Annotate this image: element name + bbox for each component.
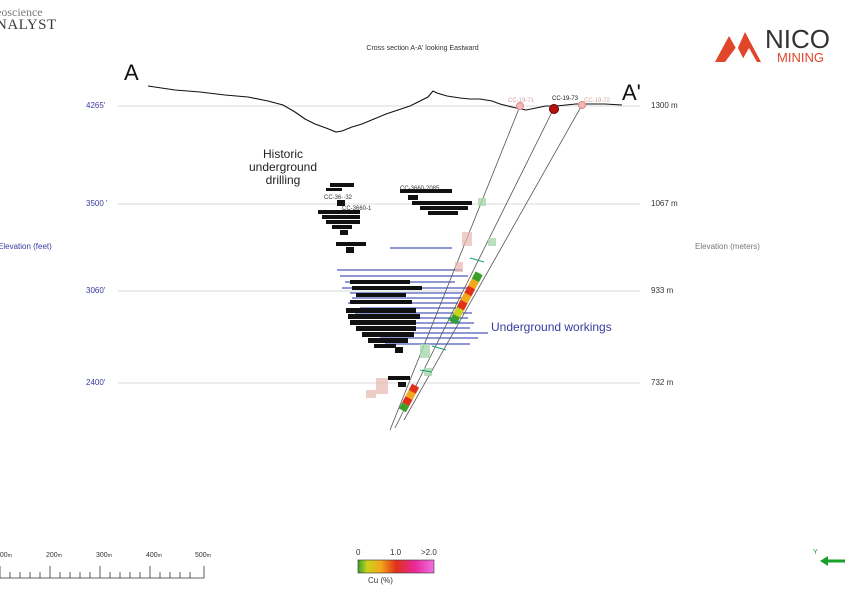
svg-text:CC-36··32: CC-36··32	[324, 195, 353, 201]
cu-legend-tick: 1.0	[390, 548, 402, 557]
logo-text-1: NICO	[765, 24, 830, 54]
cu-legend-tick: >2.0	[421, 548, 437, 557]
elevation-feet-label: 4265'	[86, 101, 106, 110]
elevation-meters-label: 732 m	[651, 378, 674, 387]
logo-text-2: MINING	[777, 50, 824, 65]
collar-cc-19-71	[516, 102, 524, 110]
drillhole-cc-19-72-trace	[403, 104, 583, 421]
assay-intervals	[366, 198, 496, 413]
topography-line	[147, 85, 623, 133]
historic-drillholes	[318, 183, 472, 387]
historic-drilling-annotation: Historic underground drilling	[248, 147, 318, 187]
scale-label: 300m	[96, 552, 112, 559]
nico-mining-logo: NICO MINING	[715, 22, 845, 71]
brand-line-2: NALYST	[0, 17, 57, 33]
elevation-feet-label: 3500 '	[86, 199, 108, 208]
axis-marker-arrow-icon	[820, 556, 845, 566]
axis-marker-label: Y	[813, 549, 818, 556]
drillhole-traces	[389, 104, 583, 431]
cu-legend-caption: Cu (%)	[368, 576, 393, 585]
svg-text:CC-3660·2085: CC-3660·2085	[400, 186, 440, 192]
scale-label: 400m	[146, 552, 162, 559]
axis-label-feet: Elevation (feet)	[0, 242, 52, 251]
historic-hole-labels: CC-36··32 CC-3660-1 CC-3660·2085	[324, 186, 440, 212]
collar-cc-19-72	[578, 101, 586, 109]
elevation-feet-label: 3060'	[86, 286, 106, 295]
section-title: Cross section A-A' looking Eastward	[366, 45, 479, 52]
section-end-label: A'	[622, 80, 641, 105]
drillhole-cc-19-73-trace	[394, 107, 555, 429]
elevation-meters-label: 933 m	[651, 286, 674, 295]
drillhole-label: CC-19-71	[508, 98, 535, 104]
brand-line-1: eoscience	[0, 5, 43, 19]
elevation-feet-label: 2400'	[86, 378, 106, 387]
mountain-logo-icon: NICO MINING	[715, 24, 830, 65]
elevation-meters-label: 1300 m	[651, 101, 678, 110]
underground-workings-annotation: Underground workings	[491, 320, 612, 334]
scale-label: 100m	[0, 552, 12, 559]
drillhole-collars	[516, 101, 586, 114]
svg-text:CC-3660-1: CC-3660-1	[342, 206, 372, 212]
drillhole-label: CC-19-72	[584, 98, 611, 104]
scale-label: 500m	[195, 552, 211, 559]
cu-legend-bar	[357, 559, 435, 574]
scale-label: 200m	[46, 552, 62, 559]
axis-label-meters: Elevation (meters)	[695, 242, 760, 251]
cu-legend-tick: 0	[356, 548, 361, 557]
drillhole-label: CC-19-73	[552, 96, 579, 102]
scale-bar	[0, 566, 205, 579]
brand-wordmark: eoscience NALYST	[0, 5, 57, 33]
collar-cc-19-73	[549, 104, 559, 114]
elevation-meters-label: 1067 m	[651, 199, 678, 208]
section-start-label: A	[124, 60, 139, 85]
